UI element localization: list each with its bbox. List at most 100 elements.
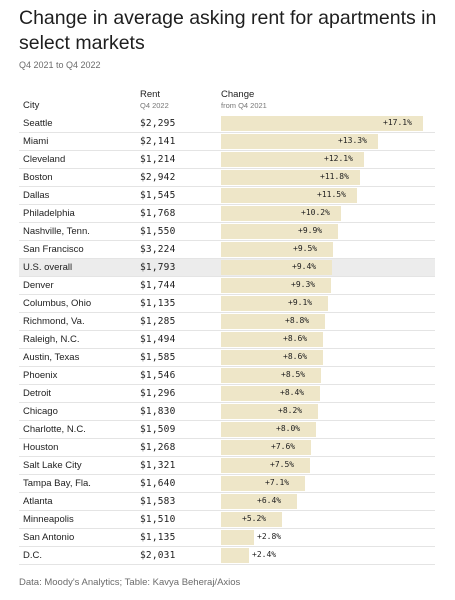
city-name: Charlotte, N.C. xyxy=(23,424,86,435)
change-bar xyxy=(221,314,325,329)
table-row: Nashville, Tenn. $1,550 +9.9% xyxy=(19,223,435,241)
table-row: San Antonio $1,135 +2.8% xyxy=(19,529,435,547)
source-note: Data: Moody's Analytics; Table: Kavya Be… xyxy=(19,577,241,588)
rent-value: $1,830 xyxy=(140,406,176,417)
change-bar xyxy=(221,224,338,239)
city-name: Tampa Bay, Fla. xyxy=(23,478,91,489)
table-row: Miami $2,141 +13.3% xyxy=(19,133,435,151)
change-bar xyxy=(221,296,328,311)
change-label: +9.3% xyxy=(291,280,316,289)
change-bar xyxy=(221,350,323,365)
rent-value: $1,744 xyxy=(140,280,176,291)
city-name: D.C. xyxy=(23,550,42,561)
table-row: Salt Lake City $1,321 +7.5% xyxy=(19,457,435,475)
change-label: +8.6% xyxy=(283,334,308,343)
rent-value: $1,214 xyxy=(140,154,176,165)
change-bar xyxy=(221,260,332,275)
rent-value: $1,268 xyxy=(140,442,176,453)
rent-value: $1,768 xyxy=(140,208,176,219)
change-label: +11.8% xyxy=(320,172,349,181)
change-label: +9.9% xyxy=(298,226,323,235)
table-row: San Francisco $3,224 +9.5% xyxy=(19,241,435,259)
change-label: +8.4% xyxy=(280,388,305,397)
change-label: +7.1% xyxy=(265,478,290,487)
city-name: Boston xyxy=(23,172,53,183)
table-row: Austin, Texas $1,585 +8.6% xyxy=(19,349,435,367)
city-name: Seattle xyxy=(23,118,53,129)
change-label: +8.0% xyxy=(276,424,301,433)
chart-subtitle: Q4 2021 to Q4 2022 xyxy=(19,60,101,70)
chart-title: Change in average asking rent for apartm… xyxy=(19,7,437,54)
city-name: Phoenix xyxy=(23,370,58,381)
change-bar xyxy=(221,242,333,257)
city-name: Houston xyxy=(23,442,59,453)
rent-value: $1,545 xyxy=(140,190,176,201)
change-bar xyxy=(221,188,357,203)
change-bar xyxy=(221,386,320,401)
rent-value: $1,640 xyxy=(140,478,176,489)
table-row: Tampa Bay, Fla. $1,640 +7.1% xyxy=(19,475,435,493)
table-row: Richmond, Va. $1,285 +8.8% xyxy=(19,313,435,331)
change-label: +9.4% xyxy=(292,262,317,271)
change-label: +17.1% xyxy=(383,118,412,127)
change-bar xyxy=(221,458,310,473)
table-row: Phoenix $1,546 +8.5% xyxy=(19,367,435,385)
city-name: San Antonio xyxy=(23,532,75,543)
change-bar xyxy=(221,404,318,419)
table-row: Dallas $1,545 +11.5% xyxy=(19,187,435,205)
rent-value: $1,296 xyxy=(140,388,176,399)
change-label: +8.2% xyxy=(278,406,303,415)
table-row: Detroit $1,296 +8.4% xyxy=(19,385,435,403)
change-bar xyxy=(221,530,254,545)
column-header-change: Change xyxy=(221,89,255,100)
rent-value: $1,510 xyxy=(140,514,176,525)
rent-value: $2,295 xyxy=(140,118,176,129)
table-row: Cleveland $1,214 +12.1% xyxy=(19,151,435,169)
change-bar xyxy=(221,278,331,293)
column-subheader-rent: Q4 2022 xyxy=(140,101,169,110)
city-name: Miami xyxy=(23,136,49,147)
change-label: +7.6% xyxy=(271,442,296,451)
column-subheader-change: from Q4 2021 xyxy=(221,101,267,110)
change-bar xyxy=(221,548,249,563)
rent-value: $1,494 xyxy=(140,334,176,345)
rent-value: $2,141 xyxy=(140,136,176,147)
change-label: +9.1% xyxy=(288,298,313,307)
rent-value: $1,321 xyxy=(140,460,176,471)
city-name: Richmond, Va. xyxy=(23,316,85,327)
table-row: Atlanta $1,583 +6.4% xyxy=(19,493,435,511)
table-row: Raleigh, N.C. $1,494 +8.6% xyxy=(19,331,435,349)
table-row: Philadelphia $1,768 +10.2% xyxy=(19,205,435,223)
rent-value: $1,546 xyxy=(140,370,176,381)
table-row: D.C. $2,031 +2.4% xyxy=(19,547,435,565)
city-name: Chicago xyxy=(23,406,58,417)
city-name: Dallas xyxy=(23,190,50,201)
change-bar xyxy=(221,134,378,149)
change-label: +5.2% xyxy=(242,514,267,523)
change-label: +6.4% xyxy=(257,496,282,505)
change-label: +2.4% xyxy=(252,550,277,559)
table-row: Columbus, Ohio $1,135 +9.1% xyxy=(19,295,435,313)
table-row: Seattle $2,295 +17.1% xyxy=(19,115,435,133)
rent-value: $1,509 xyxy=(140,424,176,435)
change-label: +9.5% xyxy=(293,244,318,253)
change-bar xyxy=(221,152,364,167)
change-bar xyxy=(221,512,282,527)
rent-value: $1,585 xyxy=(140,352,176,363)
city-name: Minneapolis xyxy=(23,514,74,525)
rent-value: $1,583 xyxy=(140,496,176,507)
change-bar xyxy=(221,332,323,347)
change-label: +8.5% xyxy=(281,370,306,379)
change-label: +13.3% xyxy=(338,136,367,145)
rent-value: $2,031 xyxy=(140,550,176,561)
rent-value: $2,942 xyxy=(140,172,176,183)
rent-value: $1,285 xyxy=(140,316,176,327)
table-row: Minneapolis $1,510 +5.2% xyxy=(19,511,435,529)
column-header-city: City xyxy=(23,100,40,111)
city-name: Detroit xyxy=(23,388,51,399)
change-bar xyxy=(221,170,360,185)
table-row: Denver $1,744 +9.3% xyxy=(19,277,435,295)
rent-value: $1,550 xyxy=(140,226,176,237)
city-name: Austin, Texas xyxy=(23,352,80,363)
table-row: Charlotte, N.C. $1,509 +8.0% xyxy=(19,421,435,439)
